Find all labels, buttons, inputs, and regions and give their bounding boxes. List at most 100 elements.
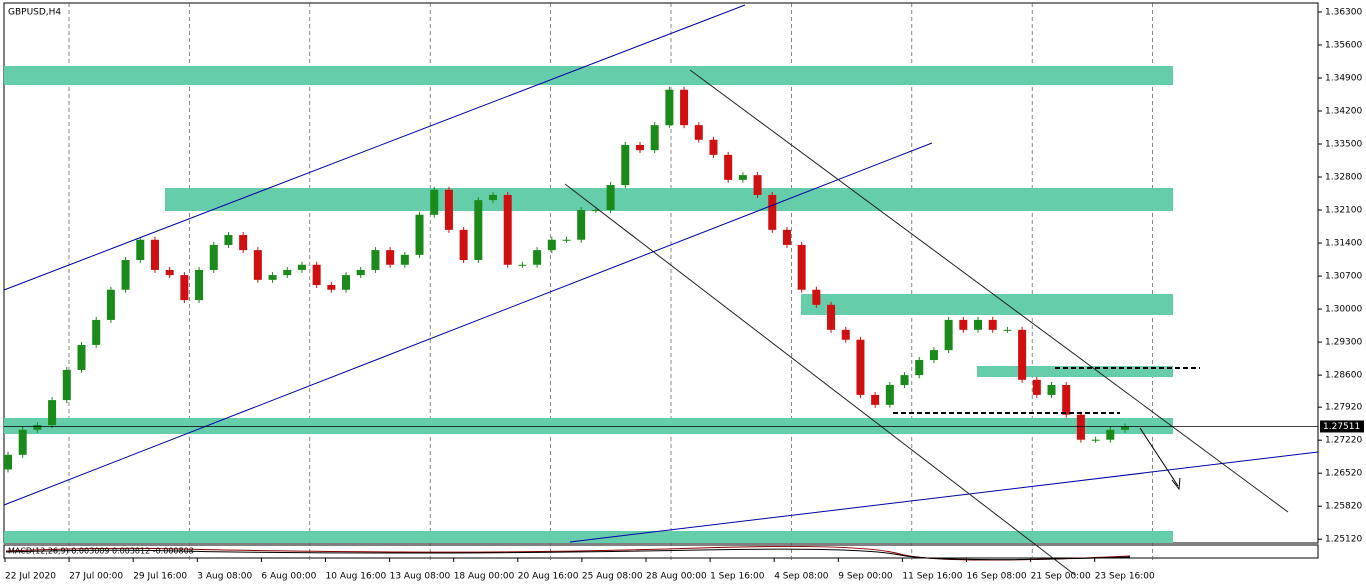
channel-line bbox=[3, 142, 933, 506]
candle bbox=[1003, 329, 1012, 331]
last-price-label: 1.27511 bbox=[1323, 422, 1360, 432]
candle bbox=[92, 319, 101, 345]
candle bbox=[224, 235, 233, 245]
candle bbox=[253, 250, 262, 280]
x-tick-label: 29 Jul 16:00 bbox=[133, 572, 187, 582]
candle bbox=[1062, 385, 1071, 415]
plot-frame bbox=[3, 2, 1319, 544]
trend-line bbox=[569, 451, 1319, 543]
candle bbox=[312, 264, 321, 286]
candle bbox=[724, 154, 733, 180]
candle bbox=[106, 289, 115, 320]
candle bbox=[1076, 414, 1085, 440]
candle bbox=[209, 244, 218, 270]
candles bbox=[4, 86, 1129, 473]
candle bbox=[33, 425, 42, 430]
candle bbox=[327, 285, 336, 290]
candle bbox=[562, 239, 571, 241]
channel-line bbox=[3, 4, 746, 291]
x-tick-label: 1 Sep 16:00 bbox=[710, 572, 765, 582]
candle bbox=[782, 229, 791, 245]
y-tick-label: 1.31400 bbox=[1325, 239, 1362, 249]
candle bbox=[812, 289, 821, 305]
x-tick-label: 6 Aug 00:00 bbox=[261, 572, 316, 582]
y-tick-label: 1.34900 bbox=[1325, 73, 1362, 83]
candle bbox=[386, 250, 395, 265]
y-tick-label: 1.27220 bbox=[1325, 436, 1362, 446]
candle bbox=[474, 200, 483, 261]
candle bbox=[547, 239, 556, 251]
candle bbox=[591, 210, 600, 212]
drawings bbox=[3, 4, 1319, 576]
candle bbox=[694, 125, 703, 140]
candle bbox=[929, 350, 938, 361]
x-tick-label: 10 Aug 16:00 bbox=[326, 572, 387, 582]
candle bbox=[768, 194, 777, 230]
arrow-head bbox=[1171, 477, 1181, 491]
y-tick-label: 1.26520 bbox=[1325, 469, 1362, 479]
zone bbox=[165, 188, 1173, 211]
x-tick-label: 28 Aug 00:00 bbox=[646, 572, 707, 582]
candle bbox=[430, 189, 439, 215]
x-tick-label: 13 Aug 08:00 bbox=[390, 572, 451, 582]
x-tick-label: 18 Aug 00:00 bbox=[454, 572, 515, 582]
candle bbox=[62, 369, 71, 401]
zone bbox=[4, 418, 1173, 434]
candle bbox=[650, 125, 659, 151]
candle bbox=[239, 235, 248, 251]
candle bbox=[268, 275, 277, 280]
candle bbox=[283, 269, 292, 276]
candle bbox=[1032, 379, 1041, 395]
trend-line bbox=[564, 183, 1076, 576]
candle bbox=[489, 194, 498, 201]
chart-title: GBPUSD,H4 bbox=[8, 8, 61, 18]
candle bbox=[1018, 329, 1027, 380]
y-tick-label: 1.32100 bbox=[1325, 206, 1362, 216]
axis: 1.36300 1.35600 1.34900 1.34200 1.33500 1.328… bbox=[4, 7, 1364, 582]
candle bbox=[77, 344, 86, 370]
candle bbox=[988, 319, 997, 330]
candle bbox=[915, 360, 924, 376]
candle bbox=[577, 210, 586, 240]
candle bbox=[900, 375, 909, 386]
candle bbox=[827, 304, 836, 330]
x-tick-label: 11 Sep 16:00 bbox=[902, 572, 962, 582]
x-tick-label: 27 Jul 00:00 bbox=[69, 572, 123, 582]
candle bbox=[48, 400, 57, 426]
candle bbox=[606, 185, 615, 211]
candle bbox=[165, 269, 174, 276]
candle bbox=[444, 189, 453, 230]
candle bbox=[1047, 385, 1056, 395]
y-tick-label: 1.30000 bbox=[1325, 305, 1362, 315]
y-tick-label: 1.32800 bbox=[1325, 173, 1362, 183]
y-tick-label: 1.35600 bbox=[1325, 40, 1362, 50]
x-tick-label: 22 Jul 2020 bbox=[5, 572, 56, 582]
candle bbox=[4, 454, 12, 470]
x-tick-label: 4 Sep 08:00 bbox=[774, 572, 829, 582]
candle bbox=[1121, 426, 1129, 430]
candle bbox=[356, 269, 365, 276]
candle bbox=[871, 394, 880, 405]
candle bbox=[680, 89, 689, 126]
candle bbox=[400, 254, 409, 265]
candle bbox=[738, 175, 747, 180]
candle bbox=[959, 319, 968, 330]
candle bbox=[974, 319, 983, 330]
grid bbox=[68, 3, 1153, 560]
candle bbox=[18, 429, 27, 455]
y-tick-label: 1.34200 bbox=[1325, 107, 1362, 117]
zone bbox=[977, 366, 1173, 377]
x-tick-label: 3 Aug 08:00 bbox=[197, 572, 252, 582]
candle bbox=[665, 89, 674, 126]
zones bbox=[4, 66, 1173, 543]
y-tick-label: 1.25120 bbox=[1325, 535, 1362, 545]
candle bbox=[297, 264, 306, 270]
y-tick-label: 1.36300 bbox=[1325, 7, 1362, 17]
candle bbox=[944, 319, 953, 351]
candle bbox=[195, 269, 204, 301]
x-tick-label: 9 Sep 00:00 bbox=[838, 572, 893, 582]
candle bbox=[885, 385, 894, 405]
y-tick-label: 1.28600 bbox=[1325, 371, 1362, 381]
